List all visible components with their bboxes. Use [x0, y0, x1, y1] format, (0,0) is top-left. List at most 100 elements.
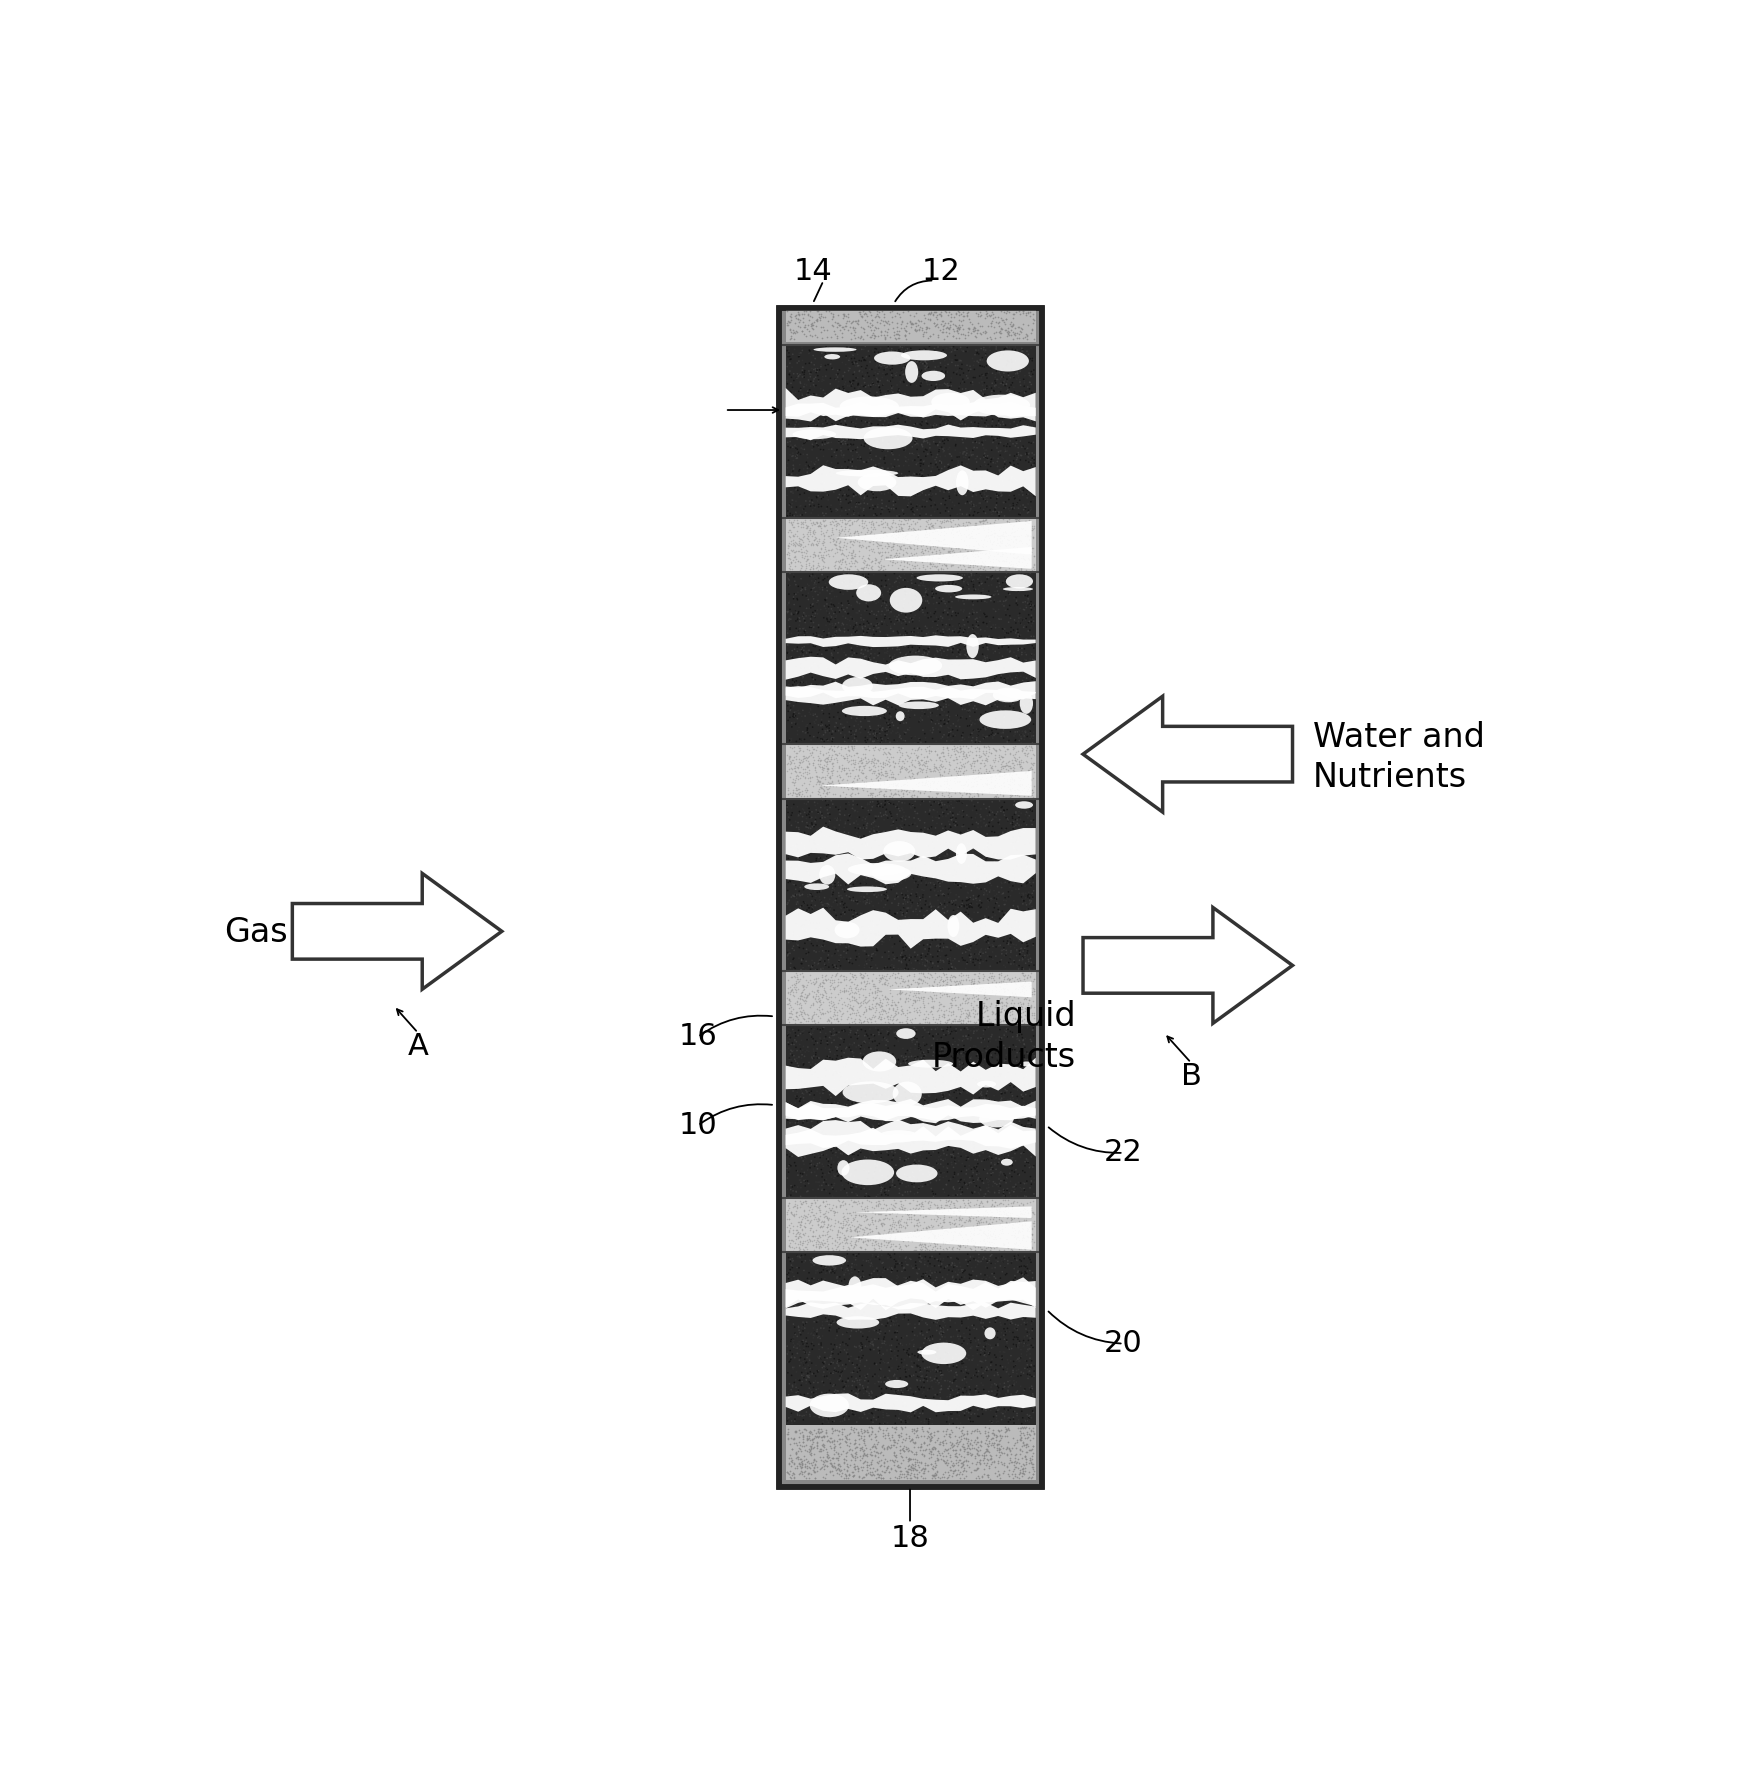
- Point: [797, 326, 825, 354]
- Point: [825, 963, 853, 991]
- Point: [1006, 812, 1034, 841]
- Point: [802, 963, 830, 991]
- Point: [778, 908, 806, 936]
- Point: [872, 970, 900, 998]
- Point: [863, 1150, 891, 1179]
- Point: [1015, 881, 1043, 910]
- Point: [834, 393, 862, 421]
- Point: [881, 506, 909, 535]
- Point: [1012, 466, 1039, 494]
- Point: [903, 717, 931, 745]
- Point: [1003, 604, 1031, 632]
- Point: [787, 1267, 814, 1296]
- Point: [1017, 1168, 1045, 1197]
- Point: [888, 1453, 916, 1481]
- Point: [978, 1368, 1006, 1397]
- Point: [1013, 789, 1041, 818]
- Point: [828, 995, 856, 1023]
- Point: [834, 306, 862, 335]
- Point: [893, 1207, 921, 1235]
- Point: [1008, 1464, 1036, 1492]
- Point: [1008, 984, 1036, 1012]
- Point: [998, 566, 1025, 595]
- Point: [949, 435, 977, 464]
- Point: [959, 977, 987, 1005]
- Point: [832, 1005, 860, 1034]
- Point: [834, 478, 862, 506]
- Point: [844, 927, 872, 956]
- Point: [841, 561, 869, 589]
- Point: [816, 954, 844, 982]
- Point: [930, 731, 957, 759]
- Point: [848, 1372, 875, 1400]
- Point: [776, 765, 804, 793]
- Point: [816, 474, 844, 503]
- Point: [985, 743, 1013, 772]
- Point: [982, 324, 1010, 352]
- Point: [872, 1193, 900, 1221]
- Point: [952, 391, 980, 419]
- Point: [916, 1170, 944, 1198]
- Point: [788, 1216, 816, 1244]
- Point: [980, 1004, 1008, 1032]
- Point: [839, 1287, 867, 1315]
- Point: [971, 372, 999, 400]
- Point: [781, 1189, 809, 1218]
- Point: [828, 1214, 856, 1243]
- Point: [919, 460, 947, 489]
- Point: [844, 701, 872, 729]
- Point: [968, 423, 996, 451]
- Point: [881, 915, 909, 943]
- Point: [891, 970, 919, 998]
- Point: [902, 549, 930, 577]
- Point: [877, 1359, 905, 1388]
- Point: [856, 979, 884, 1007]
- Point: [841, 1135, 869, 1163]
- Point: [994, 326, 1022, 354]
- Point: [849, 1444, 877, 1473]
- Point: [912, 437, 940, 466]
- Point: [1012, 1313, 1039, 1342]
- Point: [884, 805, 912, 834]
- Point: [881, 906, 909, 935]
- Point: [893, 1156, 921, 1184]
- Point: [999, 494, 1027, 522]
- Point: [797, 736, 825, 765]
- Point: [973, 653, 1001, 681]
- Point: [800, 301, 828, 329]
- Point: [800, 1340, 828, 1368]
- Point: [889, 1179, 917, 1207]
- Point: [844, 643, 872, 671]
- Point: [963, 830, 991, 858]
- Point: [959, 1331, 987, 1359]
- Point: [888, 1246, 916, 1274]
- Point: [884, 1232, 912, 1260]
- Point: [851, 1211, 879, 1239]
- Point: [907, 386, 935, 414]
- Point: [795, 1420, 823, 1448]
- Point: [930, 800, 957, 828]
- Point: [963, 419, 991, 448]
- Point: [783, 650, 811, 678]
- Point: [896, 1227, 924, 1255]
- Point: [975, 327, 1003, 356]
- Point: [792, 450, 820, 478]
- Point: [839, 904, 867, 933]
- Point: [944, 1423, 971, 1451]
- Point: [987, 451, 1015, 480]
- Point: [991, 1306, 1018, 1335]
- Point: [849, 703, 877, 731]
- Point: [1017, 1011, 1045, 1039]
- Point: [917, 777, 945, 805]
- Point: [780, 924, 807, 952]
- Point: [923, 690, 950, 719]
- Point: [837, 766, 865, 795]
- Point: [795, 959, 823, 988]
- Point: [874, 504, 902, 533]
- Point: [907, 536, 935, 565]
- Point: [860, 524, 888, 552]
- Point: [998, 864, 1025, 892]
- Point: [935, 388, 963, 416]
- Point: [879, 1016, 907, 1044]
- Point: [961, 655, 989, 683]
